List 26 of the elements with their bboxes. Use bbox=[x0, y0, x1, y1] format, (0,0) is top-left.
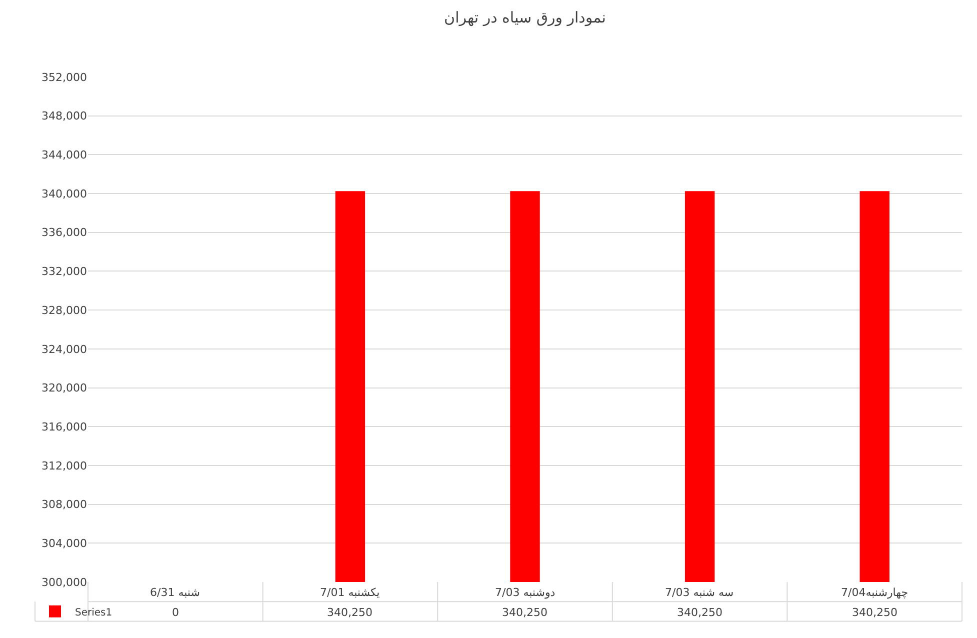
y-tick-label: 324,000 bbox=[42, 342, 87, 356]
chart-title: نمودار ورق سیاه در تهران bbox=[444, 8, 606, 26]
y-tick-label: 336,000 bbox=[42, 226, 87, 240]
text: 0 bbox=[172, 606, 179, 619]
data-label: 340,250 bbox=[327, 606, 372, 619]
data-label: 340,250 bbox=[677, 606, 722, 619]
y-tick-label: 332,000 bbox=[42, 265, 87, 278]
y-tick-label: 348,000 bbox=[42, 110, 87, 123]
x-tick-label: شنبه 6/31 bbox=[150, 586, 200, 599]
y-tick-label: 316,000 bbox=[42, 420, 87, 434]
data-label: 340,250 bbox=[502, 606, 548, 619]
data-label: 340,250 bbox=[852, 606, 898, 619]
y-tick-label: 304,000 bbox=[42, 537, 87, 550]
y-tick-label: 300,000 bbox=[42, 576, 87, 589]
x-tick-label: چهارشنبه7/04 bbox=[841, 586, 908, 599]
y-tick-label: 320,000 bbox=[42, 382, 87, 395]
y-tick-label: 312,000 bbox=[42, 459, 87, 472]
y-tick-label: 340,000 bbox=[42, 187, 87, 200]
x-tick-label: یکشنبه 7/01 bbox=[320, 586, 380, 599]
y-tick-label: 328,000 bbox=[42, 304, 87, 317]
x-tick-label: سه شنبه 7/03 bbox=[665, 586, 734, 599]
legend-label: Series1 bbox=[75, 607, 112, 618]
x-tick-label: دوشنبه 7/03 bbox=[495, 586, 556, 599]
y-tick-label: 308,000 bbox=[42, 498, 87, 512]
y-tick-label: 344,000 bbox=[42, 148, 87, 162]
y-tick-label: 352,000 bbox=[42, 70, 87, 84]
